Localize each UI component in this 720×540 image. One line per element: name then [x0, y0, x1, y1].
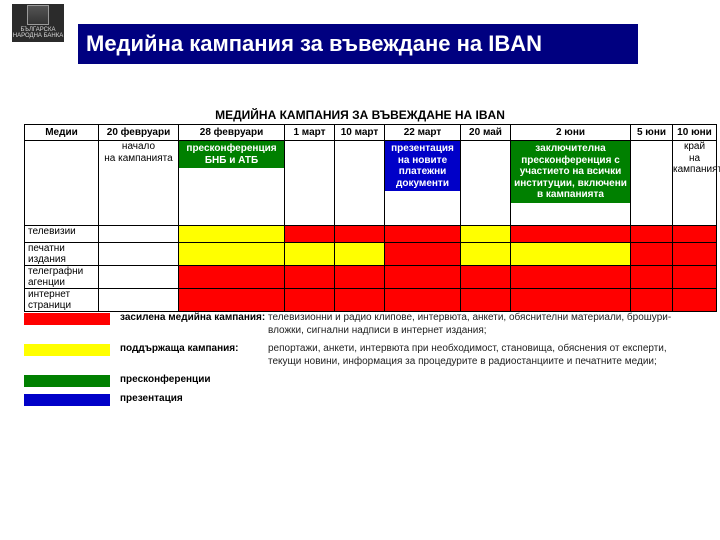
gantt-cell-1-5 — [461, 243, 511, 266]
legend-desc-0: телевизионни и радио клипове, интервюта,… — [268, 312, 694, 337]
slide: БЪЛГАРСКА НАРОДНА БАНКА Медийна кампания… — [0, 0, 720, 540]
header-date-6: 2 юни — [511, 125, 631, 141]
legend-label-3: презентация — [120, 393, 268, 404]
gantt-cell-3-1 — [179, 289, 285, 312]
gantt-cell-1-3 — [335, 243, 385, 266]
desc-cell-8 — [631, 141, 673, 226]
desc-cell-1: началона кампанията — [99, 141, 179, 226]
header-media: Медии — [25, 125, 99, 141]
header-date-0: 20 февруари — [99, 125, 179, 141]
gantt-cell-2-0 — [99, 266, 179, 289]
timeline-caption: МЕДИЙНА КАМПАНИЯ ЗА ВЪВЕЖДАНЕ НА IBAN — [24, 108, 696, 122]
gantt-cell-1-1 — [179, 243, 285, 266]
gantt-cell-0-8 — [673, 226, 717, 243]
header-date-8: 10 юни — [673, 125, 717, 141]
gantt-cell-2-2 — [285, 266, 335, 289]
timeline-table: Медии20 февруари28 февруари1 март10 март… — [24, 124, 717, 312]
desc-cell-7: заключителна пресконференция с участието… — [511, 141, 631, 226]
desc-badge-2: пресконференция БНБ и АТБ — [179, 141, 284, 168]
gantt-cell-0-4 — [385, 226, 461, 243]
bnb-logo: БЪЛГАРСКА НАРОДНА БАНКА — [12, 4, 64, 42]
gantt-cell-3-7 — [631, 289, 673, 312]
legend-desc-1: репортажи, анкети, интервюта при необход… — [268, 343, 694, 368]
desc-cell-3 — [285, 141, 335, 226]
gantt-cell-2-6 — [511, 266, 631, 289]
timeline-block: МЕДИЙНА КАМПАНИЯ ЗА ВЪВЕЖДАНЕ НА IBAN Ме… — [24, 108, 696, 312]
legend-swatch-red — [24, 313, 110, 325]
legend-row-2: пресконференции — [24, 374, 694, 387]
legend-label-2: пресконференции — [120, 374, 268, 385]
logo-line1: БЪЛГАРСКА — [20, 27, 55, 34]
gantt-cell-0-2 — [285, 226, 335, 243]
gantt-cell-2-3 — [335, 266, 385, 289]
desc-cell-media — [25, 141, 99, 226]
gantt-cell-3-8 — [673, 289, 717, 312]
gantt-cell-2-5 — [461, 266, 511, 289]
header-date-5: 20 май — [461, 125, 511, 141]
legend-row-3: презентация — [24, 393, 694, 406]
desc-cell-9: крайна кампанията — [673, 141, 717, 226]
gantt-cell-0-3 — [335, 226, 385, 243]
header-date-4: 22 март — [385, 125, 461, 141]
gantt-cell-3-4 — [385, 289, 461, 312]
gantt-cell-3-0 — [99, 289, 179, 312]
gantt-cell-1-8 — [673, 243, 717, 266]
logo-crest-icon — [27, 5, 49, 25]
gantt-cell-3-6 — [511, 289, 631, 312]
gantt-cell-1-6 — [511, 243, 631, 266]
desc-cell-4 — [335, 141, 385, 226]
gantt-cell-0-6 — [511, 226, 631, 243]
header-date-2: 1 март — [285, 125, 335, 141]
header-date-3: 10 март — [335, 125, 385, 141]
legend-row-1: поддържаща кампания:репортажи, анкети, и… — [24, 343, 694, 368]
gantt-cell-1-2 — [285, 243, 335, 266]
media-label-3: интернет страници — [25, 289, 99, 312]
gantt-cell-3-5 — [461, 289, 511, 312]
gantt-cell-2-4 — [385, 266, 461, 289]
header-date-1: 28 февруари — [179, 125, 285, 141]
title-bar: Медийна кампания за въвеждане на IBAN — [78, 24, 638, 64]
desc-badge-7: заключителна пресконференция с участието… — [511, 141, 630, 203]
gantt-cell-1-7 — [631, 243, 673, 266]
media-label-2: телеграфни агенции — [25, 266, 99, 289]
slide-title: Медийна кампания за въвеждане на IBAN — [86, 31, 542, 57]
gantt-cell-0-5 — [461, 226, 511, 243]
gantt-cell-0-1 — [179, 226, 285, 243]
legend-label-1: поддържаща кампания: — [120, 343, 268, 354]
header-date-7: 5 юни — [631, 125, 673, 141]
desc-cell-6 — [461, 141, 511, 226]
gantt-cell-0-7 — [631, 226, 673, 243]
media-label-1: печатни издания — [25, 243, 99, 266]
gantt-cell-3-2 — [285, 289, 335, 312]
legend-swatch-blue — [24, 394, 110, 406]
legend-row-0: засилена медийна кампания:телевизионни и… — [24, 312, 694, 337]
gantt-cell-2-8 — [673, 266, 717, 289]
desc-badge-5: презентация на новите платежни документи — [385, 141, 460, 191]
legend-block: засилена медийна кампания:телевизионни и… — [24, 312, 694, 412]
gantt-cell-0-0 — [99, 226, 179, 243]
gantt-cell-1-0 — [99, 243, 179, 266]
gantt-cell-1-4 — [385, 243, 461, 266]
legend-swatch-yellow — [24, 344, 110, 356]
desc-cell-5: презентация на новите платежни документи — [385, 141, 461, 226]
media-label-0: телевизии — [25, 226, 99, 243]
legend-swatch-green — [24, 375, 110, 387]
logo-line2: НАРОДНА БАНКА — [13, 33, 63, 40]
gantt-cell-2-7 — [631, 266, 673, 289]
gantt-cell-3-3 — [335, 289, 385, 312]
desc-cell-2: пресконференция БНБ и АТБ — [179, 141, 285, 226]
gantt-cell-2-1 — [179, 266, 285, 289]
legend-label-0: засилена медийна кампания: — [120, 312, 268, 323]
